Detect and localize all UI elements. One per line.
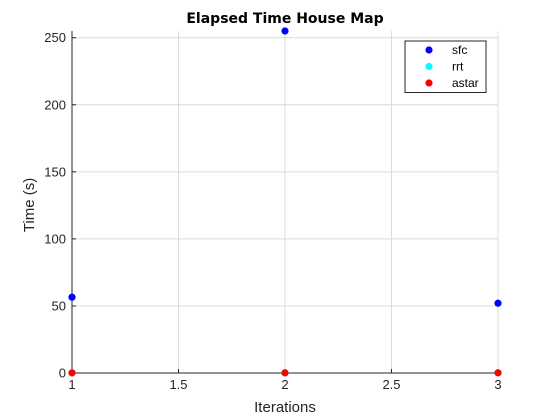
x-tick-label: 2.5	[382, 377, 400, 392]
x-tick-label: 3	[494, 377, 501, 392]
x-axis-ticks: 1 1.5 2 2.5 3	[68, 369, 502, 392]
data-point-sfc	[281, 27, 289, 35]
x-axis-title: Iterations	[254, 399, 316, 416]
legend-label-sfc: sfc	[452, 43, 467, 57]
legend-label-rrt: rrt	[452, 60, 464, 74]
y-tick-label: 50	[52, 298, 66, 313]
y-tick-label: 0	[59, 366, 66, 381]
x-tick-label: 1	[68, 377, 75, 392]
y-tick-label: 200	[44, 97, 66, 112]
legend-marker-rrt	[425, 62, 433, 71]
chart-title: Elapsed Time House Map	[186, 11, 383, 27]
data-points	[68, 27, 502, 377]
y-axis-ticks: 0 50 100 150 200 250	[44, 30, 76, 381]
data-point-sfc	[68, 293, 76, 301]
data-point-astar	[281, 369, 289, 377]
data-point-astar	[68, 369, 76, 377]
y-tick-label: 150	[44, 164, 66, 179]
x-tick-label: 2	[281, 377, 288, 392]
legend-box	[404, 40, 487, 93]
y-tick-label: 100	[44, 231, 66, 246]
x-tick-label: 1.5	[169, 377, 187, 392]
data-point-sfc	[494, 299, 502, 307]
legend-label-astar: astar	[452, 76, 479, 90]
legend-marker-astar	[425, 79, 433, 87]
data-point-astar	[494, 369, 502, 377]
legend: sfc rrt astar	[404, 40, 487, 93]
y-tick-label: 250	[44, 30, 66, 45]
legend-marker-sfc	[425, 46, 433, 54]
y-axis-title: Time (s)	[21, 178, 38, 232]
